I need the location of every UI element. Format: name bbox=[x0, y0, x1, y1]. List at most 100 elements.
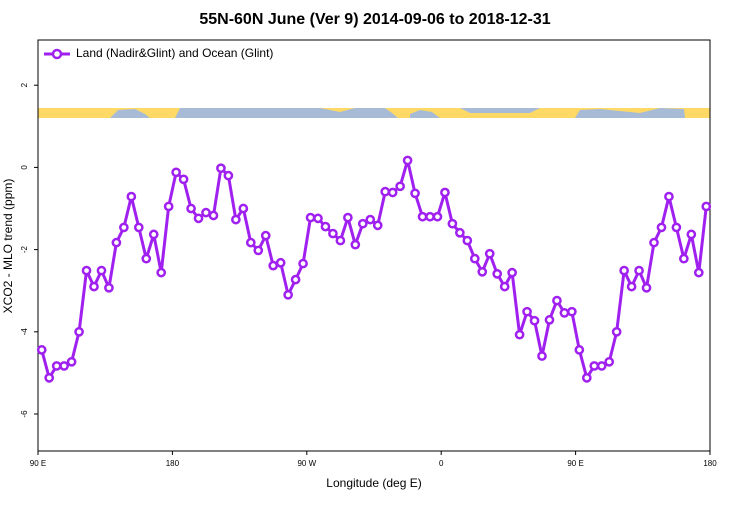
data-point bbox=[417, 211, 428, 222]
data-point bbox=[514, 329, 525, 340]
data-point bbox=[119, 222, 129, 233]
data-point bbox=[425, 211, 435, 222]
data-point bbox=[462, 235, 473, 246]
data-point bbox=[298, 258, 308, 269]
data-point bbox=[693, 267, 704, 278]
x-tick-label: 90 W bbox=[297, 459, 316, 468]
x-tick-label: 90 E bbox=[30, 459, 46, 468]
data-point bbox=[163, 201, 174, 212]
data-point bbox=[567, 306, 577, 317]
data-point bbox=[686, 229, 697, 240]
x-tick-label: 0 bbox=[439, 459, 444, 468]
data-point bbox=[372, 220, 383, 231]
data-point bbox=[455, 227, 465, 238]
y-tick-label: -4 bbox=[20, 328, 29, 336]
data-point bbox=[552, 295, 562, 306]
data-point bbox=[619, 265, 629, 276]
data-point bbox=[343, 212, 353, 223]
data-point bbox=[111, 237, 122, 248]
data-point bbox=[231, 214, 241, 225]
y-tick-label: -2 bbox=[20, 246, 29, 254]
data-point bbox=[410, 188, 420, 199]
legend-marker bbox=[51, 48, 63, 60]
data-point bbox=[537, 351, 547, 361]
data-point bbox=[66, 356, 77, 367]
data-point bbox=[156, 267, 167, 278]
data-point bbox=[626, 281, 637, 292]
data-point bbox=[133, 222, 144, 233]
data-point bbox=[701, 201, 712, 212]
x-axis-label: Longitude (deg E) bbox=[326, 476, 421, 490]
data-point bbox=[74, 326, 84, 337]
data-point bbox=[81, 265, 92, 276]
data-point bbox=[268, 260, 279, 271]
data-point bbox=[574, 345, 585, 355]
data-point bbox=[320, 221, 331, 232]
data-point bbox=[387, 187, 398, 198]
data-point bbox=[492, 269, 503, 279]
data-point bbox=[365, 214, 376, 225]
data-point bbox=[305, 212, 316, 223]
data-point bbox=[260, 230, 271, 241]
data-point bbox=[208, 210, 219, 221]
data-point bbox=[357, 218, 368, 229]
data-point bbox=[350, 239, 361, 250]
data-point bbox=[649, 237, 659, 248]
data-point bbox=[469, 253, 480, 264]
data-point bbox=[126, 191, 137, 202]
data-point bbox=[223, 170, 234, 181]
data-point bbox=[313, 213, 323, 224]
x-tick-label: 90 E bbox=[567, 459, 583, 468]
data-point bbox=[529, 315, 540, 326]
data-point bbox=[51, 361, 62, 371]
data-point bbox=[148, 229, 159, 240]
data-point bbox=[141, 253, 152, 264]
legend-label: Land (Nadir&Glint) and Ocean (Glint) bbox=[76, 46, 273, 60]
data-point bbox=[656, 222, 667, 233]
data-point bbox=[171, 167, 181, 178]
data-point bbox=[484, 248, 495, 259]
data-point bbox=[402, 155, 413, 166]
y-tick-label: 0 bbox=[20, 165, 29, 170]
data-point bbox=[477, 266, 488, 277]
data-point bbox=[36, 345, 47, 355]
chart-title: 55N-60N June (Ver 9) 2014-09-06 to 2018-… bbox=[199, 11, 550, 28]
data-point bbox=[193, 213, 204, 224]
data-point bbox=[596, 361, 607, 371]
data-point bbox=[290, 274, 301, 285]
data-point bbox=[186, 203, 196, 214]
data-point bbox=[634, 265, 644, 276]
data-point bbox=[559, 308, 570, 318]
data-point bbox=[641, 282, 652, 293]
data-point bbox=[44, 372, 55, 383]
data-point bbox=[275, 257, 286, 268]
data-point bbox=[522, 306, 532, 317]
data-point bbox=[253, 245, 264, 256]
data-point bbox=[178, 174, 189, 185]
data-point bbox=[89, 281, 99, 292]
data-point bbox=[581, 372, 592, 383]
y-tick-label: -6 bbox=[20, 410, 29, 418]
data-line bbox=[40, 158, 708, 380]
data-point bbox=[201, 207, 211, 218]
data-point bbox=[283, 289, 293, 300]
plot-frame bbox=[37, 39, 711, 452]
x-tick-label: 180 bbox=[703, 459, 717, 468]
data-point bbox=[96, 265, 107, 276]
data-point bbox=[544, 315, 555, 325]
data-point bbox=[380, 186, 391, 197]
map-strip bbox=[38, 108, 710, 118]
data-point bbox=[335, 235, 346, 246]
data-point bbox=[664, 191, 674, 202]
data-point bbox=[679, 253, 689, 264]
data-point bbox=[245, 237, 256, 248]
data-point bbox=[328, 228, 338, 239]
data-point bbox=[432, 211, 443, 222]
data-point bbox=[440, 187, 450, 198]
data-point bbox=[589, 361, 600, 371]
data-point bbox=[604, 356, 615, 367]
data-point bbox=[59, 361, 69, 371]
y-tick-label: 2 bbox=[20, 82, 29, 87]
y-axis-label: XCO2 - MLO trend (ppm) bbox=[1, 179, 15, 314]
